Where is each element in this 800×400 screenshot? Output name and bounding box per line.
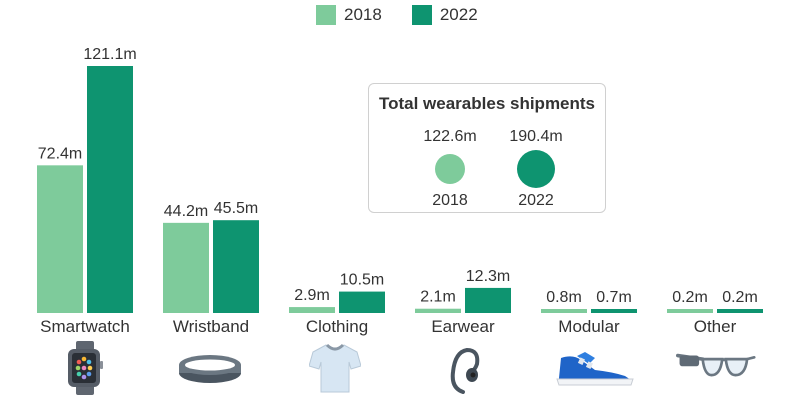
- data-label-clothing-2022: 10.5m: [340, 272, 384, 289]
- total-2022-value: 190.4m: [509, 128, 563, 145]
- tshirt-icon: [295, 340, 375, 396]
- legend-label-2018: 2018: [344, 5, 382, 24]
- legend-label-2022: 2022: [439, 5, 478, 24]
- data-label-other-2018: 0.2m: [672, 289, 708, 306]
- total-2018-year: 2018: [432, 191, 468, 209]
- category-label-other: Other: [694, 317, 737, 336]
- wristband-icon: [170, 340, 250, 396]
- total-2018-value: 122.6m: [423, 128, 477, 145]
- data-label-other-2022: 0.2m: [722, 289, 758, 306]
- category-label-wristband: Wristband: [173, 317, 249, 336]
- category-label-clothing: Clothing: [306, 317, 368, 336]
- total-2022-year: 2022: [518, 192, 554, 209]
- smartwatch-icon: [45, 340, 125, 396]
- bar-other-2022: [717, 309, 763, 313]
- bar-modular-2018: [541, 309, 587, 313]
- data-label-earwear-2022: 12.3m: [466, 268, 510, 285]
- bar-wristband-2022: [213, 220, 259, 313]
- data-label-modular-2018: 0.8m: [546, 289, 582, 306]
- bar-clothing-2022: [339, 291, 385, 313]
- data-label-earwear-2018: 2.1m: [420, 289, 456, 306]
- legend: 2018 2022: [316, 5, 478, 25]
- data-label-smartwatch-2022: 121.1m: [83, 46, 136, 63]
- legend-swatch-2022: [411, 5, 432, 25]
- data-label-clothing-2018: 2.9m: [294, 287, 330, 304]
- bar-modular-2022: [591, 309, 637, 313]
- data-label-smartwatch-2018: 72.4m: [38, 145, 82, 162]
- bar-other-2018: [667, 309, 713, 313]
- sneaker-icon: [555, 340, 635, 396]
- total-shipments-title: Total wearables shipments: [378, 94, 596, 113]
- category-label-modular: Modular: [558, 317, 620, 336]
- total-2018-circle: [434, 153, 466, 185]
- legend-item-2022: 2022: [411, 5, 478, 25]
- smart-glasses-icon: [676, 340, 756, 396]
- category-label-earwear: Earwear: [431, 317, 495, 336]
- data-label-wristband-2022: 45.5m: [214, 200, 258, 217]
- total-2018: 122.6m 2018: [405, 128, 495, 210]
- bar-wristband-2018: [163, 222, 209, 313]
- total-2022: 190.4m 2022: [491, 128, 581, 210]
- bar-smartwatch-2022: [87, 66, 133, 313]
- legend-item-2018: 2018: [316, 5, 382, 25]
- bar-earwear-2018: [415, 308, 461, 313]
- category-label-smartwatch: Smartwatch: [40, 317, 130, 336]
- bar-smartwatch-2018: [37, 165, 83, 313]
- data-label-wristband-2018: 44.2m: [164, 203, 208, 220]
- data-label-modular-2022: 0.7m: [596, 289, 632, 306]
- bar-clothing-2018: [289, 307, 335, 313]
- total-shipments-box: Total wearables shipments 122.6m 2018 19…: [368, 83, 606, 213]
- legend-swatch-2018: [316, 5, 336, 25]
- total-2022-circle: [517, 150, 555, 188]
- earphone-icon: [425, 340, 505, 396]
- bar-earwear-2022: [465, 287, 511, 313]
